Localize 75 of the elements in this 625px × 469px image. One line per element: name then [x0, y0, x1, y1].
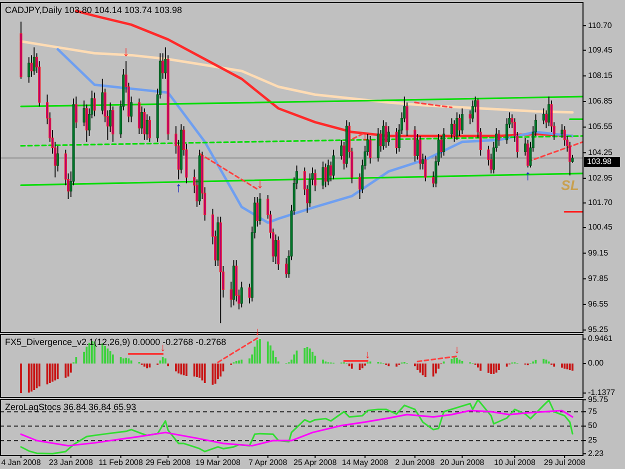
candlestick [450, 118, 453, 138]
annotation: ↓ [364, 348, 370, 361]
candlestick [284, 258, 288, 278]
annotation: ↓ [122, 42, 130, 59]
y-tick-label: 95.75 [588, 394, 609, 404]
y-tick-label: 106.85 [588, 96, 614, 106]
candlestick [258, 192, 262, 226]
y-tick-label: 50 [588, 421, 598, 430]
candlestick [442, 128, 446, 156]
candlestick [324, 163, 327, 188]
candlestick [28, 56, 30, 84]
annotation: ↑ [175, 179, 182, 196]
x-tick-label: 20 Jun 2008 [440, 458, 485, 467]
y-tick-label: 100.45 [588, 222, 614, 232]
annotation: ↓ [454, 344, 460, 356]
y-tick-label: 104.25 [588, 148, 614, 157]
candlestick [322, 161, 324, 190]
candlestick [314, 168, 316, 192]
candlestick [32, 46, 36, 76]
candlestick [376, 128, 380, 162]
candlestick [460, 108, 464, 134]
x-tick-label: 7 Apr 2008 [248, 458, 288, 467]
candlestick [384, 122, 388, 148]
x-tick-label: 14 May 2008 [342, 458, 389, 467]
candlestick [256, 196, 259, 228]
y-tick-label: 109.45 [588, 45, 614, 54]
candlestick [542, 108, 545, 125]
candlestick [382, 120, 385, 150]
candlestick [56, 145, 60, 172]
candlestick [456, 112, 458, 140]
x-tick-label: 2 Jun 2008 [395, 458, 436, 467]
y-tick-label: 102.95 [588, 173, 614, 182]
y-tick-label: 2.23 [588, 448, 604, 458]
annotation: SL [561, 177, 579, 194]
line-series [20, 40, 574, 114]
candlestick [544, 110, 548, 129]
y-tick-label: 25 [588, 436, 598, 445]
chart-title: ZeroLagStocs 36.84 36.84 65.93 [5, 402, 136, 412]
x-tick-label: 25 Apr 2008 [294, 458, 338, 467]
y-tick-label: 0.9461 [588, 334, 614, 344]
candlestick [277, 236, 280, 270]
candlestick [526, 139, 530, 168]
candlestick [387, 126, 390, 146]
candlestick [424, 155, 427, 182]
candlestick [85, 104, 88, 142]
candlestick [471, 100, 474, 123]
x-tick-label: 29 Feb 2008 [146, 458, 192, 467]
candlestick [524, 137, 526, 156]
x-tick-label: 11 Feb 2008 [98, 458, 144, 467]
y-tick-label: 96.55 [588, 300, 609, 309]
y-tick-label: 105.55 [588, 122, 614, 132]
candlestick [327, 159, 330, 186]
x-tick-label: 23 Jan 2008 [48, 458, 94, 467]
y-tick-label: 0.00 [588, 358, 604, 368]
candlestick [112, 106, 114, 142]
candlestick [240, 281, 243, 308]
y-tick-label: -1.1377 [588, 388, 616, 398]
y-tick-label: 110.70 [588, 20, 612, 30]
x-tick-label: 10 Jul 2008 [494, 458, 536, 467]
candlestick [93, 92, 96, 117]
x-tick-label: 29 Jul 2008 [544, 458, 586, 467]
x-tick-label: 19 Mar 2008 [196, 458, 241, 467]
candlestick [130, 96, 133, 123]
y-tick-label: 95.25 [588, 325, 609, 334]
y-tick-label: 99.15 [588, 248, 609, 258]
chart-title: CADJPY,Daily 103.80 104.14 103.74 103.98 [5, 5, 182, 15]
x-tick-label: 4 Jan 2008 [1, 458, 42, 467]
candlestick [332, 149, 335, 180]
ref-line-label: 103.98 [587, 157, 612, 166]
y-tick-label: 108.15 [588, 70, 614, 80]
candlestick [143, 108, 146, 140]
y-tick-label: 101.70 [588, 198, 614, 208]
candlestick [148, 116, 151, 142]
y-tick-label: 97.85 [588, 274, 609, 283]
y-tick-label: 75 [588, 406, 598, 416]
